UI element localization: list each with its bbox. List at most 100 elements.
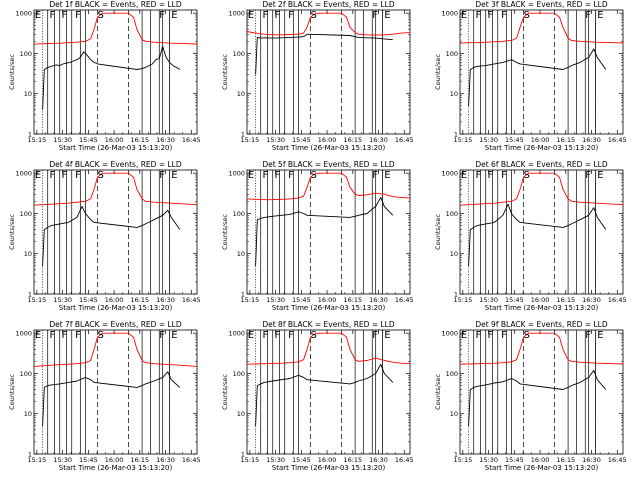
plot-frame <box>459 329 624 455</box>
x-tick-label: 16:30 <box>582 136 601 144</box>
interval-marker-label: E <box>35 330 41 341</box>
x-tick-label: 16:00 <box>105 136 124 144</box>
detector-plot: Det 5f BLACK = Events, RED = LLD 1 10 100 10… <box>221 160 414 312</box>
interval-marker-label: E <box>248 330 254 341</box>
events-series-line <box>255 363 394 426</box>
x-tick-label: 16:30 <box>369 296 388 304</box>
x-tick-label: 16:00 <box>531 136 550 144</box>
plot-frame <box>33 329 198 455</box>
detector-panel: Det 6f BLACK = Events, RED = LLD 1 10 100 10… <box>426 160 639 320</box>
interval-marker-label: E <box>597 10 603 21</box>
interval-marker-label: F <box>61 170 67 181</box>
interval-marker-label: F <box>585 10 591 21</box>
events-series-line <box>255 33 393 75</box>
x-axis-label: Start Time (26-Mar-03 15:13:20) <box>272 144 386 152</box>
interval-marker-label: F <box>61 330 67 341</box>
x-tick-label: 16:45 <box>182 456 201 464</box>
detector-plot: Det 6f BLACK = Events, RED = LLD 1 10 100 10… <box>434 160 627 312</box>
interval-marker-label: F <box>288 170 294 181</box>
x-tick-label: 15:45 <box>292 456 311 464</box>
x-tick-label: 15:45 <box>292 136 311 144</box>
x-tick-label: 16:15 <box>556 296 575 304</box>
interval-marker-label: F <box>159 170 165 181</box>
interval-marker-label: F <box>288 10 294 21</box>
interval-marker-label: E <box>171 10 177 21</box>
x-tick-label: 16:45 <box>608 456 627 464</box>
detector-plot: Det 2f BLACK = Events, RED = LLD 1 10 100 10… <box>221 0 414 152</box>
interval-marker-label: F <box>487 170 493 181</box>
interval-marker-label: F <box>475 10 481 21</box>
interval-marker-label: S <box>310 10 316 21</box>
x-tick-label: 15:45 <box>505 296 524 304</box>
y-tick-label: 1 <box>454 450 458 458</box>
x-tick-label: 15:15 <box>27 136 46 144</box>
plot-frame <box>246 329 411 455</box>
lld-series-line <box>33 12 198 45</box>
interval-marker-label: E <box>384 10 390 21</box>
plot-frame <box>33 169 198 295</box>
interval-marker-label: F <box>75 10 81 21</box>
x-tick-label: 15:30 <box>266 296 285 304</box>
y-tick-label: 100 <box>233 50 245 58</box>
interval-marker-label: F <box>585 170 591 181</box>
interval-marker-label: F <box>501 10 507 21</box>
y-tick-label: 1 <box>28 130 32 138</box>
y-tick-label: 1 <box>241 450 245 458</box>
y-tick-label: 1 <box>28 290 32 298</box>
y-axis-label: Counts/sec <box>221 214 229 250</box>
x-tick-label: 15:45 <box>505 136 524 144</box>
events-series-line <box>468 48 607 106</box>
detector-panel: Det 9f BLACK = Events, RED = LLD 1 10 100 10… <box>426 320 639 480</box>
x-tick-label: 15:30 <box>53 456 72 464</box>
x-tick-label: 16:15 <box>130 296 149 304</box>
x-tick-label: 16:45 <box>395 456 414 464</box>
x-axis-label: Start Time (26-Mar-03 15:13:20) <box>272 304 386 312</box>
x-tick-label: 16:45 <box>395 136 414 144</box>
x-tick-label: 15:15 <box>453 296 472 304</box>
x-tick-label: 16:30 <box>156 136 175 144</box>
interval-marker-label: F <box>372 170 378 181</box>
x-axis-label: Start Time (26-Mar-03 15:13:20) <box>272 464 386 472</box>
interval-marker-label: F <box>61 10 67 21</box>
y-tick-label: 1000 <box>15 169 32 177</box>
x-tick-label: 16:00 <box>105 296 124 304</box>
y-tick-label: 10 <box>24 90 32 98</box>
interval-marker-label: F <box>159 10 165 21</box>
y-tick-label: 100 <box>20 210 32 218</box>
interval-marker-label: F <box>585 330 591 341</box>
plot-frame <box>246 169 411 295</box>
interval-marker-label: F <box>487 330 493 341</box>
x-tick-label: 16:30 <box>582 296 601 304</box>
x-tick-label: 16:45 <box>182 136 201 144</box>
x-axis-label: Start Time (26-Mar-03 15:13:20) <box>59 304 173 312</box>
y-tick-label: 100 <box>446 210 458 218</box>
detector-panel: Det 1f BLACK = Events, RED = LLD 1 10 100 10… <box>0 0 213 160</box>
interval-marker-label: S <box>523 170 529 181</box>
x-tick-label: 16:30 <box>582 456 601 464</box>
interval-marker-label: S <box>310 170 316 181</box>
y-tick-label: 100 <box>446 370 458 378</box>
y-tick-label: 100 <box>20 370 32 378</box>
interval-marker-label: F <box>262 330 268 341</box>
y-axis-label: Counts/sec <box>221 54 229 90</box>
plot-frame <box>246 9 411 135</box>
lld-series-line <box>246 172 411 201</box>
x-tick-label: 16:15 <box>343 456 362 464</box>
y-tick-label: 1000 <box>228 329 245 337</box>
x-axis-label: Start Time (26-Mar-03 15:13:20) <box>485 304 599 312</box>
y-axis-label: Counts/sec <box>8 374 16 410</box>
interval-marker-label: F <box>75 330 81 341</box>
x-tick-label: 15:30 <box>479 136 498 144</box>
x-tick-label: 15:15 <box>453 456 472 464</box>
y-tick-label: 1000 <box>228 9 245 17</box>
interval-marker-label: F <box>372 330 378 341</box>
y-axis-label: Counts/sec <box>8 54 16 90</box>
x-tick-label: 16:30 <box>156 296 175 304</box>
events-series-line <box>42 205 181 266</box>
y-tick-label: 1000 <box>441 329 458 337</box>
detector-panel: Det 2f BLACK = Events, RED = LLD 1 10 100 10… <box>213 0 426 160</box>
x-axis-label: Start Time (26-Mar-03 15:13:20) <box>485 144 599 152</box>
x-axis-label: Start Time (26-Mar-03 15:13:20) <box>485 464 599 472</box>
y-tick-label: 10 <box>450 250 458 258</box>
lld-series-line <box>246 12 411 36</box>
